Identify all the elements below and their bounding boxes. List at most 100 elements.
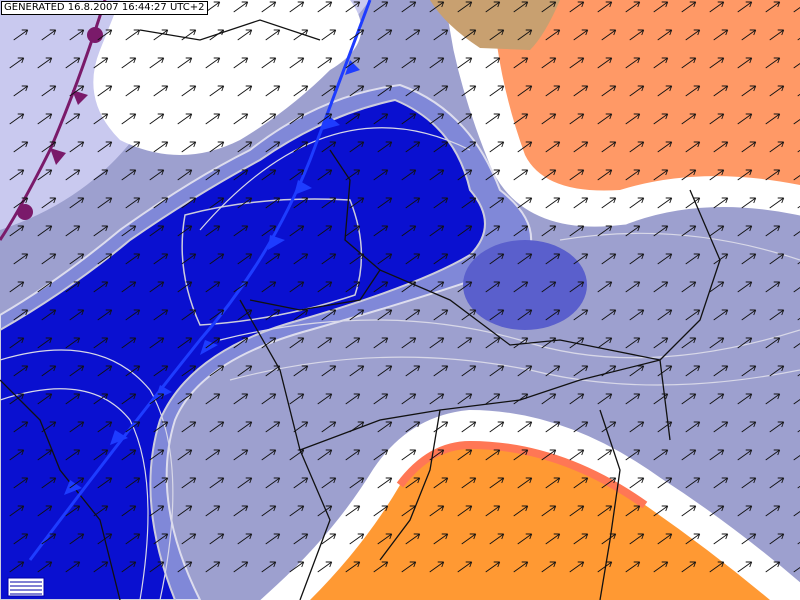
wind-arrow [433, 197, 449, 209]
wind-arrow [541, 57, 557, 69]
wind-arrow [765, 281, 781, 293]
wind-arrow [737, 561, 753, 573]
wind-arrow [293, 309, 309, 321]
wind-arrow [233, 449, 249, 461]
wind-arrow [121, 393, 137, 405]
wind-arrow [485, 505, 501, 517]
wind-arrow [765, 561, 781, 573]
wind-arrow [741, 29, 757, 41]
wind-arrow [237, 421, 253, 433]
wind-arrow [457, 337, 473, 349]
wind-arrow [321, 421, 337, 433]
wind-arrow [321, 141, 337, 153]
wind-arrow [685, 197, 701, 209]
wind-arrow [65, 281, 81, 293]
wind-arrow [429, 225, 445, 237]
wind-arrow [181, 309, 197, 321]
wind-arrow [597, 281, 613, 293]
wind-arrow [149, 113, 165, 125]
wind-arrow [685, 533, 701, 545]
wind-arrow [149, 561, 165, 573]
wind-arrow [629, 309, 645, 321]
wind-arrow [405, 533, 421, 545]
wind-arrow [793, 286, 800, 293]
wind-arrow [317, 561, 333, 573]
wind-arrow [681, 561, 697, 573]
wind-arrow [121, 505, 137, 517]
wind-arrow [541, 505, 557, 517]
wind-arrow [765, 393, 781, 405]
wind-arrow [709, 393, 725, 405]
wind-arrow [569, 281, 585, 293]
wind-arrow [181, 477, 197, 489]
wind-arrow [485, 281, 501, 293]
wind-arrow [205, 505, 221, 517]
wind-arrow [685, 365, 701, 377]
wind-arrow [541, 561, 557, 573]
wind-arrow [153, 253, 169, 265]
wind-arrow [125, 421, 141, 433]
wind-arrow [741, 533, 757, 545]
wind-arrow [457, 1, 473, 13]
isolines [0, 127, 800, 600]
wind-arrow [657, 533, 673, 545]
wind-arrow [653, 113, 669, 125]
wind-arrow [709, 281, 725, 293]
wind-arrow [485, 113, 501, 125]
wind-arrow [317, 1, 333, 13]
wind-arrow [769, 309, 785, 321]
wind-arrow [709, 57, 725, 69]
wind-arrow [685, 477, 701, 489]
wind-arrow [321, 253, 337, 265]
wind-arrow [601, 253, 617, 265]
cold-front [28, 0, 372, 561]
wind-arrow [429, 113, 445, 125]
wind-arrow [13, 365, 29, 377]
wind-arrow [461, 197, 477, 209]
wind-arrow [177, 505, 193, 517]
wind-arrow [485, 449, 501, 461]
wind-arrow [205, 281, 221, 293]
wind-arrow [265, 197, 281, 209]
wind-arrow [209, 85, 225, 97]
wind-arrow [317, 449, 333, 461]
wind-arrow [181, 29, 197, 41]
wind-arrow [261, 449, 277, 461]
wind-arrow [321, 85, 337, 97]
wind-arrow [737, 505, 753, 517]
wind-arrow [233, 505, 249, 517]
wind-arrow [625, 169, 641, 181]
wind-arrow [209, 365, 225, 377]
wind-arrow [153, 141, 169, 153]
wind-arrow [657, 29, 673, 41]
wind-arrow [517, 309, 533, 321]
wind-arrow [293, 29, 309, 41]
wind-arrow [289, 225, 305, 237]
wind-arrow [97, 421, 113, 433]
wind-arrow [461, 365, 477, 377]
wind-arrow [485, 225, 501, 237]
wind-arrow [125, 141, 141, 153]
wind-arrow [97, 85, 113, 97]
wind-arrow [265, 29, 281, 41]
wind-arrow [545, 477, 561, 489]
wind-arrow [93, 225, 109, 237]
wind-arrow [709, 449, 725, 461]
wind-arrow [601, 365, 617, 377]
wind-arrow [373, 225, 389, 237]
wind-arrow [345, 281, 361, 293]
wind-arrow [289, 113, 305, 125]
wind-arrow [121, 169, 137, 181]
wind-arrow [345, 337, 361, 349]
wind-arrow [681, 449, 697, 461]
wind-arrow [177, 449, 193, 461]
wind-arrow [293, 477, 309, 489]
wind-arrow [541, 449, 557, 461]
wind-arrow [149, 505, 165, 517]
wind-arrow [349, 365, 365, 377]
wind-arrow [125, 533, 141, 545]
wind-arrow [429, 337, 445, 349]
wind-arrow [69, 197, 85, 209]
wind-arrow [177, 337, 193, 349]
